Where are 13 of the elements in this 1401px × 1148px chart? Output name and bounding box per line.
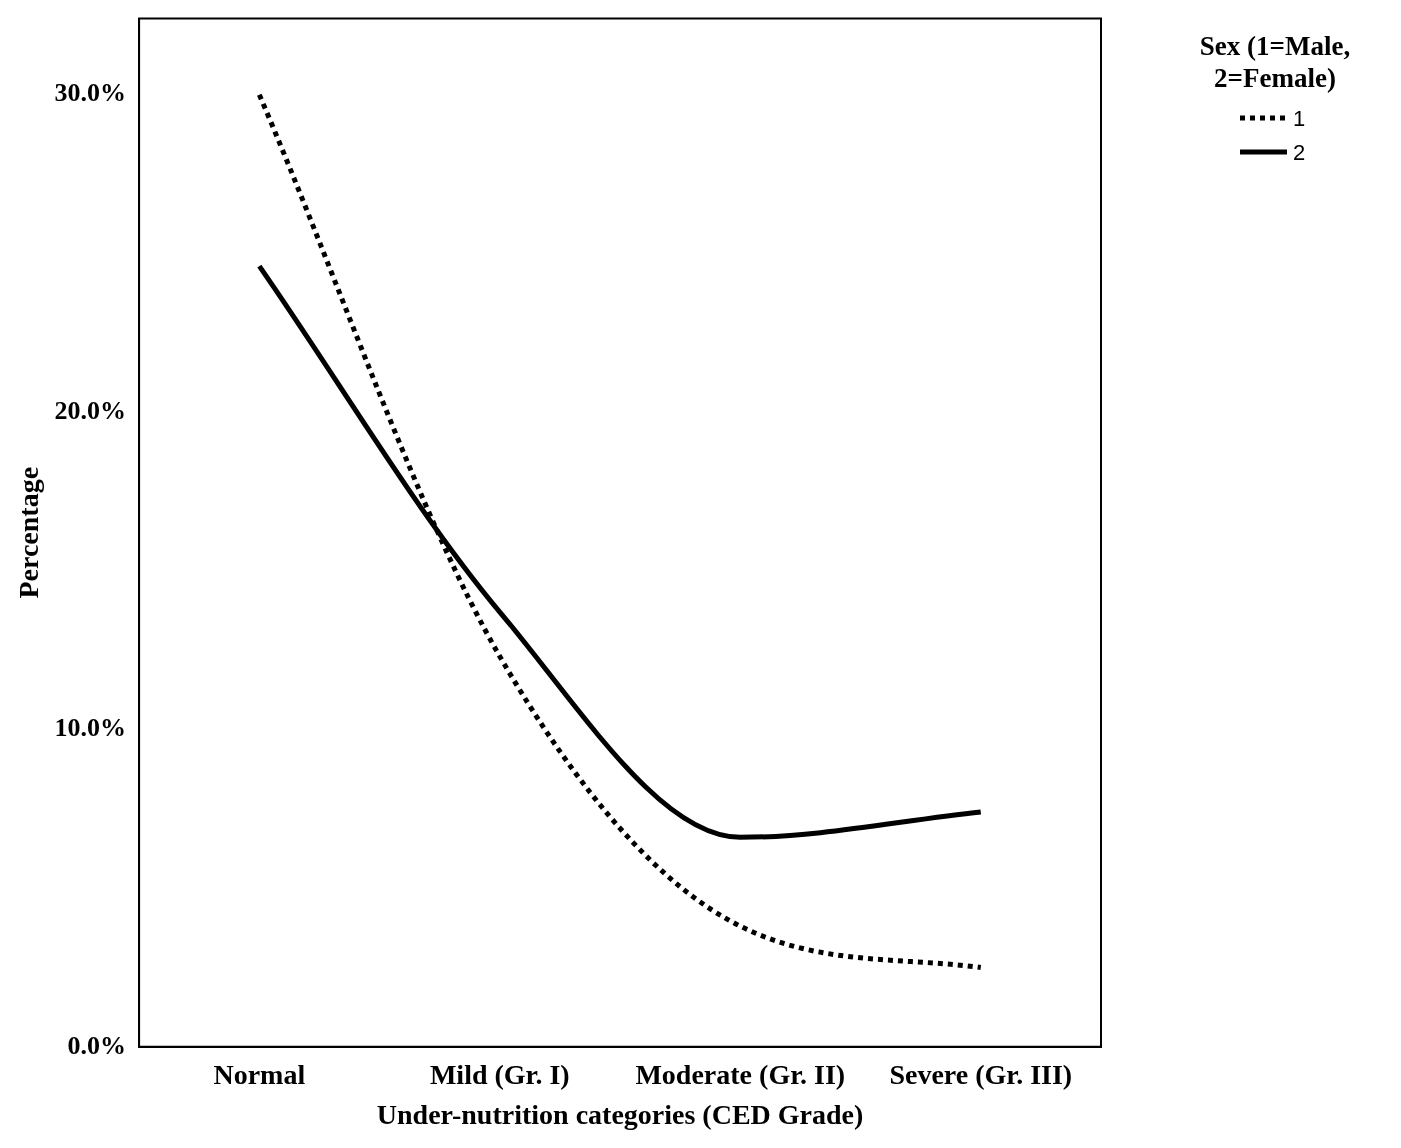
x-tick-label: Moderate (Gr. II) <box>635 1058 846 1090</box>
x-tick-label: Mild (Gr. I) <box>429 1058 570 1090</box>
y-tick-label: 20.0% <box>54 395 127 425</box>
x-tick-label: Severe (Gr. III) <box>889 1058 1073 1090</box>
y-tick-label: 30.0% <box>54 78 127 108</box>
y-tick-label: 10.0% <box>54 713 127 743</box>
legend-label: 1 <box>1293 106 1306 132</box>
y-axis-title: Percentage <box>13 466 45 599</box>
legend-label: 2 <box>1293 140 1306 166</box>
y-tick-label: 0.0% <box>67 1030 127 1060</box>
x-axis-title: Under-nutrition categories (CED Grade) <box>376 1099 864 1131</box>
legend-title: Sex (1=Male, 2=Female) <box>1199 30 1351 93</box>
x-tick-label: Normal <box>213 1058 306 1090</box>
